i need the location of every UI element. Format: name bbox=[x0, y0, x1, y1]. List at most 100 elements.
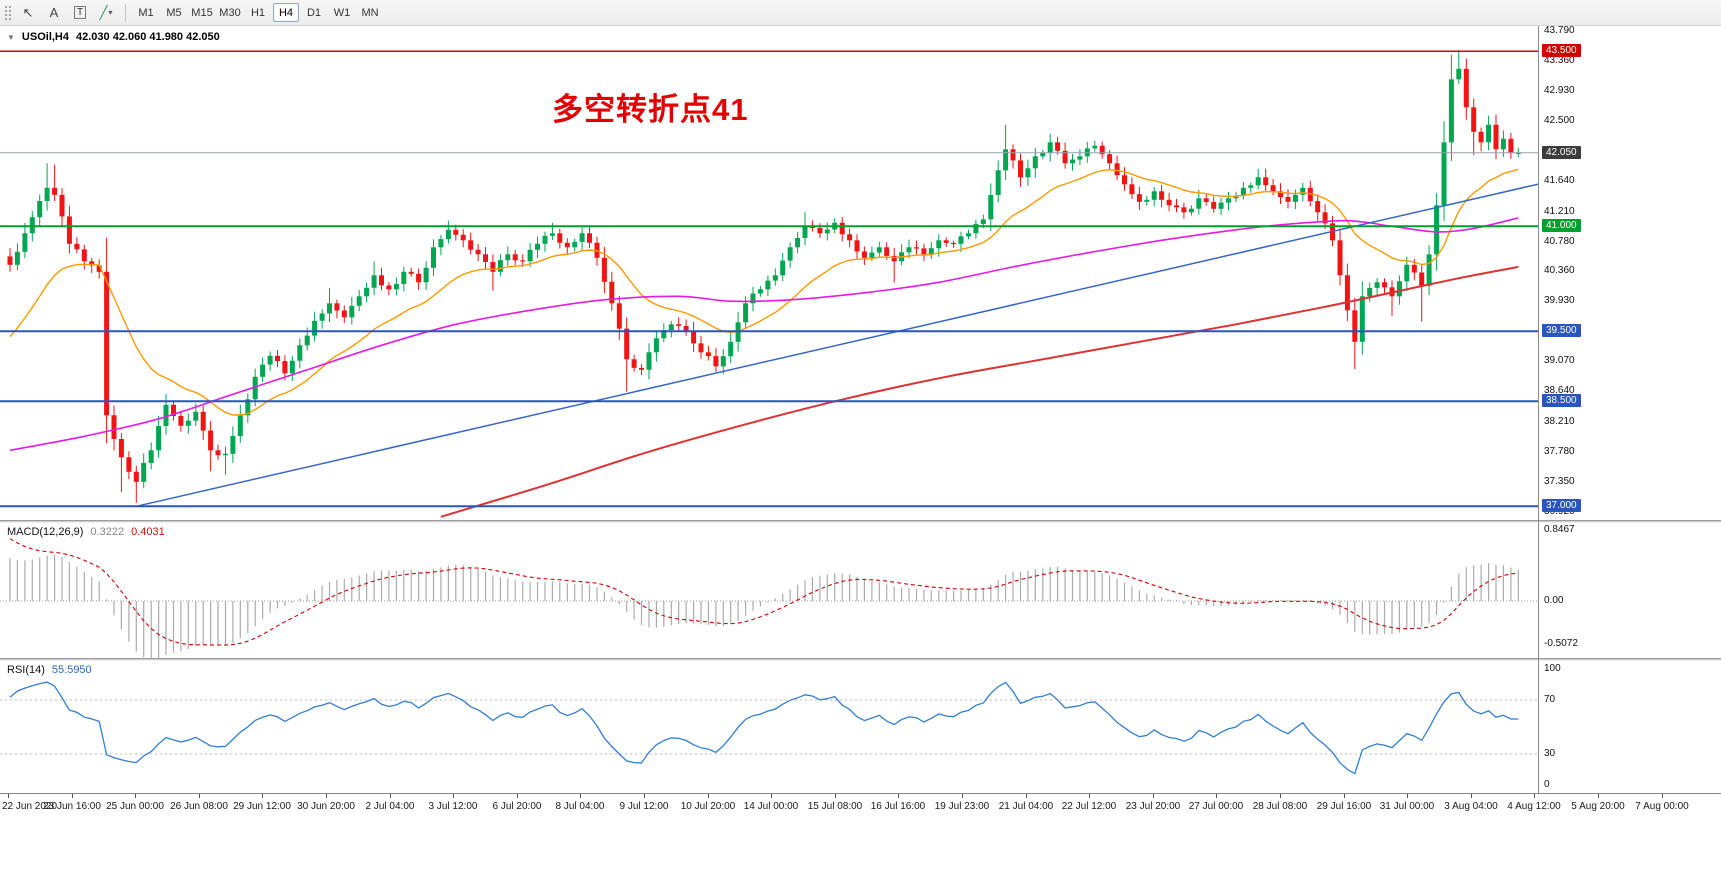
time-tick bbox=[1153, 794, 1154, 798]
timeframe-button-h1[interactable]: H1 bbox=[250, 6, 266, 19]
time-label: 19 Jul 23:00 bbox=[934, 801, 990, 812]
time-tick bbox=[644, 794, 645, 798]
chevron-down-icon: ▾ bbox=[108, 8, 113, 17]
price-badge-41.000: 41.000 bbox=[1542, 219, 1581, 232]
price-tick-label: 39.930 bbox=[1544, 295, 1575, 306]
price-tick-label: 42.930 bbox=[1544, 85, 1575, 96]
time-tick bbox=[580, 794, 581, 798]
macd-name: MACD(12,26,9) bbox=[7, 526, 84, 538]
time-label: 23 Jun 16:00 bbox=[43, 801, 101, 812]
macd-canvas[interactable] bbox=[0, 523, 1538, 660]
time-tick bbox=[8, 794, 9, 798]
macd-indicator-label: MACD(12,26,9) 0.3222 0.4031 bbox=[7, 526, 165, 538]
timeframe-button-m1[interactable]: M1 bbox=[138, 6, 154, 19]
time-label: 5 Aug 20:00 bbox=[1571, 801, 1625, 812]
macd-axis[interactable]: 0.8467 0.00 -0.5072 bbox=[1539, 523, 1719, 658]
time-label: 25 Jun 00:00 bbox=[106, 801, 164, 812]
time-tick bbox=[1662, 794, 1663, 798]
time-tick bbox=[326, 794, 327, 798]
price-badge-37.000: 37.000 bbox=[1542, 499, 1581, 512]
time-label: 10 Jul 20:00 bbox=[680, 801, 736, 812]
price-scale-border bbox=[1538, 26, 1539, 793]
time-label: 22 Jul 12:00 bbox=[1061, 801, 1117, 812]
drawing-tools: ↖ A T ╱ ▾ bbox=[15, 3, 119, 23]
timeframe-button-d1[interactable]: D1 bbox=[306, 6, 322, 19]
price-tick-label: 38.640 bbox=[1544, 385, 1575, 396]
price-badge-38.500: 38.500 bbox=[1542, 394, 1581, 407]
price-tick-label: 40.360 bbox=[1544, 265, 1575, 276]
rsi-panel[interactable] bbox=[0, 661, 1538, 793]
time-tick bbox=[898, 794, 899, 798]
cursor-tool-button[interactable]: ↖ bbox=[16, 3, 40, 23]
timeframe-button-mn[interactable]: MN bbox=[361, 6, 379, 19]
time-label: 6 Jul 20:00 bbox=[492, 801, 542, 812]
time-tick bbox=[708, 794, 709, 798]
text-tool-button[interactable]: A bbox=[42, 3, 66, 23]
toolbar-separator bbox=[125, 3, 126, 22]
timeframe-button-m5[interactable]: M5 bbox=[166, 6, 182, 19]
price-tick-label: 38.210 bbox=[1544, 416, 1575, 427]
symbol-ohlc: 42.030 42.060 41.980 42.050 bbox=[76, 31, 220, 43]
time-label: 22 Jun 2020 bbox=[2, 801, 58, 812]
time-label: 30 Jun 20:00 bbox=[297, 801, 355, 812]
time-tick bbox=[390, 794, 391, 798]
label-tool-button[interactable]: T bbox=[68, 3, 92, 23]
price-chart-canvas[interactable] bbox=[0, 26, 1539, 520]
time-tick bbox=[135, 794, 136, 798]
rsi-tick-label: 70 bbox=[1544, 694, 1556, 705]
cursor-tool-icon: ↖ bbox=[22, 4, 34, 20]
time-tick bbox=[1089, 794, 1090, 798]
time-tick bbox=[199, 794, 200, 798]
time-tick bbox=[1216, 794, 1217, 798]
time-tick bbox=[835, 794, 836, 798]
price-tick-label: 43.790 bbox=[1544, 25, 1575, 36]
macd-tick-label: 0.8467 bbox=[1544, 524, 1575, 535]
time-tick bbox=[453, 794, 454, 798]
timeframe-button-w1[interactable]: W1 bbox=[333, 6, 351, 19]
time-tick bbox=[262, 794, 263, 798]
time-label: 8 Jul 04:00 bbox=[555, 801, 605, 812]
draw-tool-button[interactable]: ╱ ▾ bbox=[94, 3, 118, 23]
price-tick-label: 42.500 bbox=[1544, 115, 1575, 126]
rsi-axis[interactable]: 100 70 30 0 bbox=[1539, 661, 1719, 793]
price-tick-label: 39.070 bbox=[1544, 355, 1575, 366]
price-chart-panel[interactable] bbox=[0, 26, 1539, 520]
time-label: 27 Jul 00:00 bbox=[1188, 801, 1244, 812]
rsi-tick-label: 30 bbox=[1544, 748, 1556, 759]
rsi-indicator-label: RSI(14) 55.5950 bbox=[7, 664, 92, 676]
chart-annotation[interactable]: 多空转折点41 bbox=[552, 92, 749, 127]
timeframe-button-m30[interactable]: M30 bbox=[219, 6, 241, 19]
panel-separator[interactable] bbox=[0, 658, 1721, 661]
price-tick-label: 37.780 bbox=[1544, 446, 1575, 457]
rsi-canvas[interactable] bbox=[0, 661, 1538, 793]
time-tick bbox=[72, 794, 73, 798]
panel-separator[interactable] bbox=[0, 520, 1721, 523]
macd-main-value: 0.3222 bbox=[90, 526, 125, 538]
time-label: 28 Jul 08:00 bbox=[1252, 801, 1308, 812]
price-badge-39.500: 39.500 bbox=[1542, 324, 1581, 337]
time-label: 29 Jul 16:00 bbox=[1316, 801, 1372, 812]
symbol-label: USOil,H4 bbox=[21, 31, 69, 43]
timeframe-button-h4[interactable]: H4 bbox=[273, 3, 299, 22]
macd-panel[interactable] bbox=[0, 523, 1538, 660]
macd-tick-label: -0.5072 bbox=[1544, 638, 1578, 649]
price-tick-label: 40.780 bbox=[1544, 236, 1575, 247]
price-badge-42.050: 42.050 bbox=[1542, 146, 1581, 159]
label-tool-icon: T bbox=[73, 6, 87, 19]
time-axis[interactable]: 22 Jun 2020 23 Jun 16:00 25 Jun 00:00 26 Ju… bbox=[0, 793, 1721, 818]
time-tick bbox=[962, 794, 963, 798]
toolbar-grip[interactable] bbox=[3, 3, 11, 22]
time-tick bbox=[517, 794, 518, 798]
time-label: 31 Jul 00:00 bbox=[1379, 801, 1435, 812]
timeframe-button-m15[interactable]: M15 bbox=[191, 6, 213, 19]
price-tick-label: 43.360 bbox=[1544, 55, 1575, 66]
rsi-tick-label: 0 bbox=[1544, 779, 1550, 790]
price-badge-43.500: 43.500 bbox=[1542, 44, 1581, 57]
time-label: 9 Jul 12:00 bbox=[619, 801, 669, 812]
time-tick bbox=[771, 794, 772, 798]
macd-signal-value: 0.4031 bbox=[131, 526, 165, 538]
price-axis[interactable]: 43.790 43.360 42.930 42.500 41.640 41.210 40.7… bbox=[1539, 25, 1719, 520]
price-tick-label: 41.640 bbox=[1544, 175, 1575, 186]
symbol-dropdown-icon[interactable]: ▼ bbox=[7, 32, 15, 42]
time-label: 29 Jun 12:00 bbox=[233, 801, 291, 812]
